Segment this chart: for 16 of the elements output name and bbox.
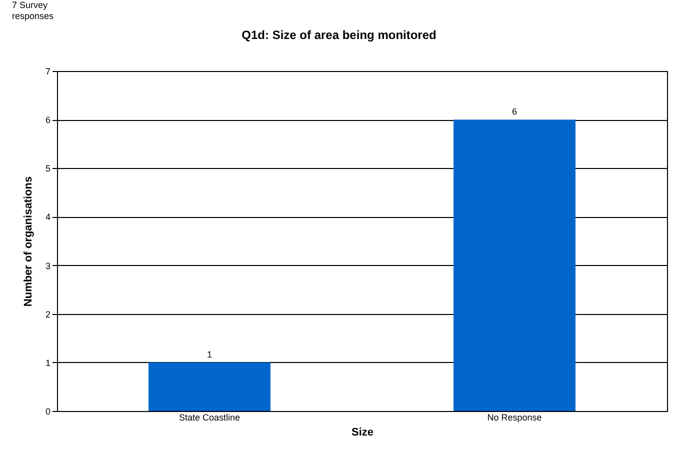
y-tick-label: 7 (45, 66, 50, 76)
x-axis-title: Size (351, 426, 374, 438)
x-tick-label: State Coastline (178, 412, 240, 422)
data-label: 6 (512, 106, 518, 117)
y-tick-label: 4 (45, 212, 50, 222)
y-tick-label: 2 (45, 309, 50, 320)
chart-title: Q1d: Size of area being monitored (242, 28, 436, 42)
x-tick-label: No Response (487, 412, 542, 422)
y-tick-label: 5 (45, 164, 50, 174)
y-tick-label: 3 (45, 260, 50, 271)
text: 7 Survey responses (12, 0, 54, 21)
data-label: 1 (206, 349, 212, 360)
y-axis-title: Number of organisations (22, 176, 34, 307)
y-tick-label: 0 (45, 406, 50, 416)
y-tick-label: 6 (45, 115, 50, 126)
y-tick-label: 1 (45, 358, 50, 368)
